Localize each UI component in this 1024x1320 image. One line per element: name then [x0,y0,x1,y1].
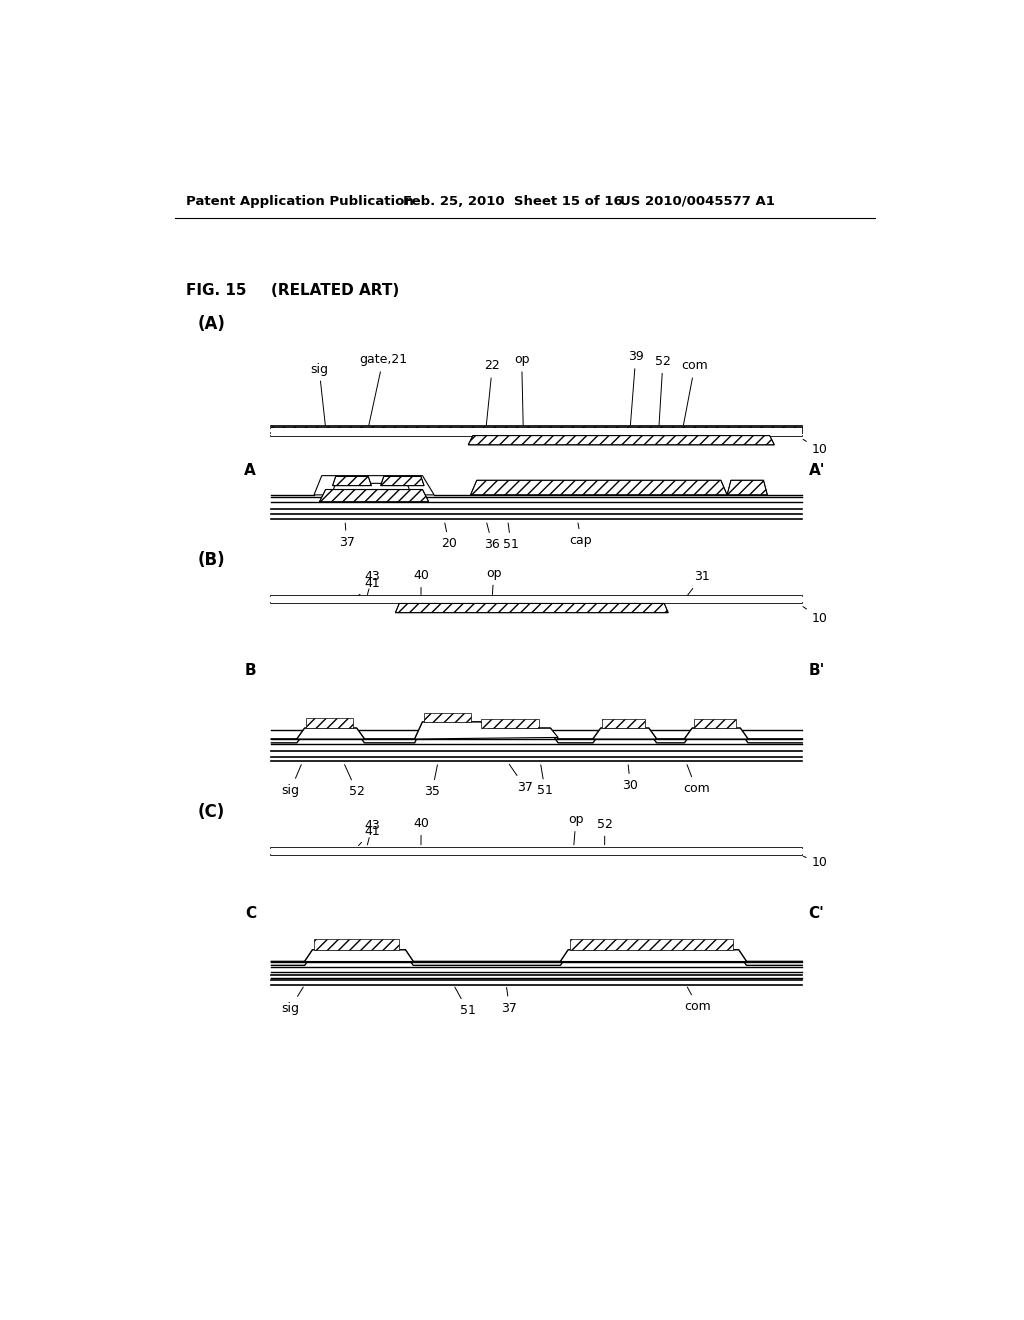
Polygon shape [593,729,656,739]
Bar [693,719,736,729]
Text: 51: 51 [455,987,475,1016]
Text: op: op [568,813,584,845]
Polygon shape [319,490,429,502]
Text: 37: 37 [502,987,517,1015]
Bar [424,713,471,722]
Text: A': A' [809,463,825,478]
Polygon shape [314,475,434,495]
Text: 41: 41 [358,577,380,595]
Polygon shape [727,480,767,495]
Text: 31: 31 [688,570,710,595]
Text: cap: cap [569,523,592,548]
Bar [271,428,802,436]
Text: A: A [244,463,256,478]
Polygon shape [381,477,424,486]
Text: 41: 41 [358,825,380,846]
Text: 22: 22 [484,359,501,425]
Polygon shape [334,483,410,490]
Text: 39: 39 [628,350,644,425]
Bar [569,940,732,950]
Text: 10: 10 [803,857,827,870]
Text: 52: 52 [597,817,612,845]
Text: com: com [683,764,710,795]
Polygon shape [333,477,372,486]
Text: B': B' [809,663,824,678]
Text: sig: sig [310,363,328,425]
Text: com: com [681,359,709,425]
Text: 36: 36 [484,523,501,550]
Bar [271,595,802,603]
Text: gate,21: gate,21 [359,354,408,425]
Text: 51: 51 [503,523,519,550]
Text: sig: sig [282,987,303,1015]
Polygon shape [468,436,774,445]
Polygon shape [684,729,748,739]
Text: 43: 43 [365,570,380,594]
Text: B: B [245,663,256,678]
Text: 43: 43 [365,820,380,845]
Bar [314,940,399,950]
Text: (RELATED ART): (RELATED ART) [271,284,399,298]
Bar [306,718,352,729]
Text: FIG. 15: FIG. 15 [186,284,247,298]
Bar [271,847,802,855]
Text: 52: 52 [655,355,671,425]
Text: 37: 37 [339,523,354,549]
Polygon shape [395,603,669,612]
Text: 51: 51 [538,764,553,797]
Text: US 2010/0045577 A1: US 2010/0045577 A1 [621,194,775,207]
Polygon shape [415,722,558,739]
Text: (A): (A) [198,315,225,334]
Text: C: C [245,906,256,920]
Text: 40: 40 [414,569,429,594]
Bar [271,426,802,433]
Bar [480,719,539,729]
Text: 20: 20 [441,523,457,550]
Text: 35: 35 [424,764,440,799]
Polygon shape [471,480,727,495]
Text: (C): (C) [198,803,225,821]
Text: com: com [684,987,712,1012]
Bar [602,719,645,729]
Text: Patent Application Publication: Patent Application Publication [186,194,414,207]
Text: (B): (B) [198,550,225,569]
Text: 10: 10 [803,607,827,624]
Text: op: op [486,566,502,594]
Text: sig: sig [282,764,301,797]
Polygon shape [560,950,746,961]
Text: Feb. 25, 2010  Sheet 15 of 16: Feb. 25, 2010 Sheet 15 of 16 [403,194,623,207]
Text: 40: 40 [414,817,429,845]
Text: 37: 37 [509,764,532,793]
Text: 10: 10 [803,440,827,455]
Polygon shape [297,729,365,739]
Text: C': C' [809,906,824,920]
Text: 30: 30 [623,764,638,792]
Polygon shape [305,950,414,961]
Bar [271,428,802,436]
Text: op: op [514,354,529,425]
Text: 52: 52 [345,764,365,799]
